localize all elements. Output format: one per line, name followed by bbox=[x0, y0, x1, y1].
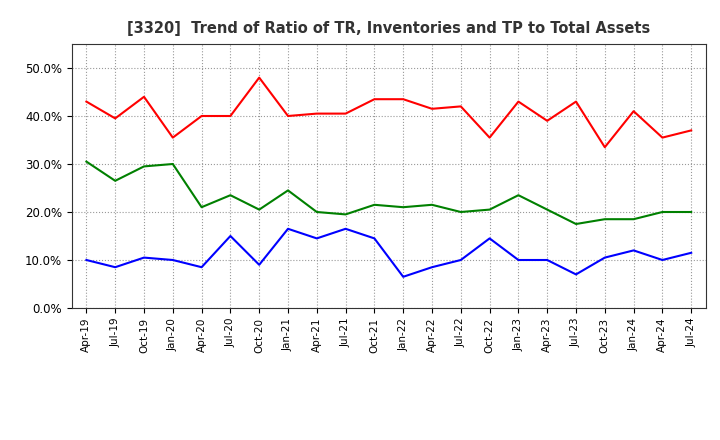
Trade Payables bbox=[226, 193, 235, 198]
Trade Receivables bbox=[629, 109, 638, 114]
Trade Payables bbox=[111, 178, 120, 183]
Inventories bbox=[168, 257, 177, 263]
Trade Receivables bbox=[255, 75, 264, 80]
Trade Receivables bbox=[284, 114, 292, 119]
Line: Trade Receivables: Trade Receivables bbox=[86, 77, 691, 147]
Trade Payables bbox=[284, 188, 292, 193]
Inventories bbox=[111, 264, 120, 270]
Trade Payables bbox=[543, 207, 552, 212]
Line: Trade Payables: Trade Payables bbox=[86, 161, 691, 224]
Trade Receivables bbox=[140, 94, 148, 99]
Trade Payables bbox=[629, 216, 638, 222]
Trade Payables bbox=[428, 202, 436, 207]
Trade Receivables bbox=[197, 114, 206, 119]
Trade Payables bbox=[168, 161, 177, 167]
Inventories bbox=[514, 257, 523, 263]
Inventories bbox=[428, 264, 436, 270]
Trade Payables bbox=[514, 193, 523, 198]
Trade Receivables bbox=[485, 135, 494, 140]
Inventories bbox=[197, 264, 206, 270]
Trade Payables bbox=[255, 207, 264, 212]
Trade Payables bbox=[341, 212, 350, 217]
Inventories bbox=[82, 257, 91, 263]
Trade Receivables bbox=[226, 114, 235, 119]
Trade Payables bbox=[572, 221, 580, 227]
Trade Receivables bbox=[341, 111, 350, 116]
Inventories bbox=[399, 274, 408, 279]
Trade Receivables bbox=[687, 128, 696, 133]
Trade Receivables bbox=[658, 135, 667, 140]
Trade Receivables bbox=[514, 99, 523, 104]
Trade Payables bbox=[197, 205, 206, 210]
Inventories bbox=[284, 226, 292, 231]
Trade Payables bbox=[399, 205, 408, 210]
Trade Receivables bbox=[168, 135, 177, 140]
Inventories bbox=[456, 257, 465, 263]
Inventories bbox=[341, 226, 350, 231]
Trade Payables bbox=[82, 159, 91, 164]
Inventories bbox=[312, 236, 321, 241]
Trade Payables bbox=[600, 216, 609, 222]
Inventories bbox=[572, 272, 580, 277]
Trade Receivables bbox=[456, 104, 465, 109]
Inventories bbox=[370, 236, 379, 241]
Inventories bbox=[226, 233, 235, 238]
Trade Receivables bbox=[312, 111, 321, 116]
Inventories bbox=[687, 250, 696, 256]
Trade Receivables bbox=[370, 96, 379, 102]
Inventories bbox=[600, 255, 609, 260]
Trade Payables bbox=[312, 209, 321, 215]
Line: Inventories: Inventories bbox=[86, 229, 691, 277]
Trade Payables bbox=[456, 209, 465, 215]
Trade Payables bbox=[658, 209, 667, 215]
Trade Receivables bbox=[600, 145, 609, 150]
Inventories bbox=[485, 236, 494, 241]
Trade Receivables bbox=[111, 116, 120, 121]
Trade Receivables bbox=[399, 96, 408, 102]
Trade Receivables bbox=[428, 106, 436, 111]
Inventories bbox=[543, 257, 552, 263]
Inventories bbox=[140, 255, 148, 260]
Trade Payables bbox=[485, 207, 494, 212]
Inventories bbox=[629, 248, 638, 253]
Inventories bbox=[658, 257, 667, 263]
Trade Payables bbox=[370, 202, 379, 207]
Trade Payables bbox=[687, 209, 696, 215]
Inventories bbox=[255, 262, 264, 268]
Trade Receivables bbox=[543, 118, 552, 124]
Trade Receivables bbox=[82, 99, 91, 104]
Trade Payables bbox=[140, 164, 148, 169]
Title: [3320]  Trend of Ratio of TR, Inventories and TP to Total Assets: [3320] Trend of Ratio of TR, Inventories… bbox=[127, 21, 650, 36]
Trade Receivables bbox=[572, 99, 580, 104]
